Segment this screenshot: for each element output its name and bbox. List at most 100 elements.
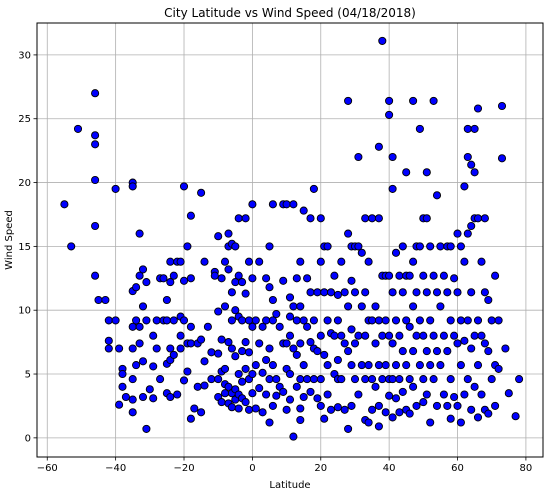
- data-point: [258, 322, 267, 331]
- data-point: [152, 344, 161, 353]
- data-point: [473, 361, 483, 370]
- data-point: [279, 387, 288, 396]
- data-point: [446, 242, 455, 251]
- data-point: [419, 398, 428, 407]
- data-point: [101, 295, 110, 305]
- data-point: [268, 295, 277, 305]
- data-point: [429, 331, 438, 340]
- data-point: [473, 214, 483, 223]
- data-point: [248, 274, 257, 283]
- data-point: [234, 214, 243, 223]
- data-point: [364, 257, 373, 266]
- data-point: [333, 316, 342, 325]
- data-point: [91, 221, 100, 231]
- data-point: [347, 325, 356, 334]
- data-point: [268, 200, 277, 209]
- data-point: [238, 347, 247, 356]
- data-point: [453, 339, 462, 348]
- data-point: [272, 375, 281, 384]
- data-point: [282, 339, 291, 348]
- data-point: [426, 242, 435, 251]
- data-point: [217, 335, 226, 344]
- data-point: [313, 394, 322, 403]
- data-point: [251, 361, 260, 370]
- data-point: [323, 316, 332, 325]
- data-point: [487, 375, 496, 384]
- data-point: [323, 390, 332, 399]
- data-point: [415, 124, 424, 133]
- data-point: [128, 182, 137, 191]
- data-point: [480, 339, 489, 348]
- data-point: [179, 376, 189, 385]
- data-point: [381, 361, 390, 370]
- data-point: [388, 288, 397, 297]
- x-tick-label: −60: [37, 463, 58, 474]
- data-point: [272, 309, 281, 319]
- data-point: [443, 347, 452, 356]
- data-point: [91, 271, 100, 280]
- data-point: [453, 401, 462, 410]
- data-point: [374, 214, 383, 223]
- data-point: [395, 331, 404, 340]
- data-point: [135, 229, 144, 238]
- data-point: [374, 361, 383, 370]
- data-point: [450, 274, 459, 283]
- data-point: [432, 191, 442, 200]
- data-point: [337, 257, 346, 266]
- data-point: [391, 361, 401, 370]
- data-point: [309, 375, 318, 384]
- data-point: [450, 331, 459, 340]
- data-point: [231, 242, 240, 251]
- data-point: [285, 293, 295, 302]
- y-tick-label: 25: [18, 114, 31, 125]
- data-point: [364, 418, 373, 427]
- data-point: [463, 229, 472, 238]
- data-point: [241, 338, 250, 347]
- data-point: [487, 316, 496, 325]
- data-point: [316, 257, 325, 266]
- data-point: [371, 302, 380, 311]
- data-point: [473, 104, 483, 113]
- y-axis-ticks: 0 5 10 15 20 25 30: [18, 50, 37, 444]
- data-point: [255, 257, 264, 266]
- data-point: [132, 283, 141, 292]
- data-point: [262, 390, 271, 399]
- data-point: [94, 295, 103, 305]
- data-point: [409, 257, 418, 266]
- data-point: [344, 96, 353, 105]
- data-point: [241, 214, 250, 223]
- data-point: [296, 415, 305, 425]
- data-point: [347, 361, 356, 370]
- x-axis-ticks: −60 −40 −20 0 20 40 60 80: [37, 457, 532, 474]
- data-point: [385, 271, 394, 280]
- data-point: [173, 390, 182, 399]
- data-point: [296, 375, 305, 384]
- data-point: [306, 214, 315, 223]
- data-point: [419, 271, 428, 280]
- data-point: [289, 344, 298, 353]
- data-point: [248, 322, 257, 331]
- data-point: [473, 413, 483, 422]
- data-point: [463, 152, 472, 162]
- data-point: [152, 316, 161, 325]
- data-point: [316, 375, 325, 384]
- data-point: [217, 274, 226, 283]
- data-point: [491, 271, 500, 280]
- data-point: [409, 347, 418, 356]
- data-point: [214, 307, 223, 316]
- x-axis-label: Latitude: [269, 480, 310, 491]
- data-point: [285, 369, 295, 379]
- data-point: [238, 377, 247, 386]
- data-point: [166, 344, 175, 353]
- x-tick-label: −20: [173, 463, 194, 474]
- data-point: [470, 168, 479, 177]
- data-point: [183, 367, 192, 376]
- data-point: [132, 316, 141, 325]
- data-point: [255, 339, 264, 348]
- data-point: [374, 401, 383, 410]
- data-point: [186, 339, 195, 348]
- data-point: [258, 408, 267, 417]
- data-point: [330, 331, 339, 340]
- data-point: [443, 401, 452, 410]
- data-point: [398, 242, 407, 251]
